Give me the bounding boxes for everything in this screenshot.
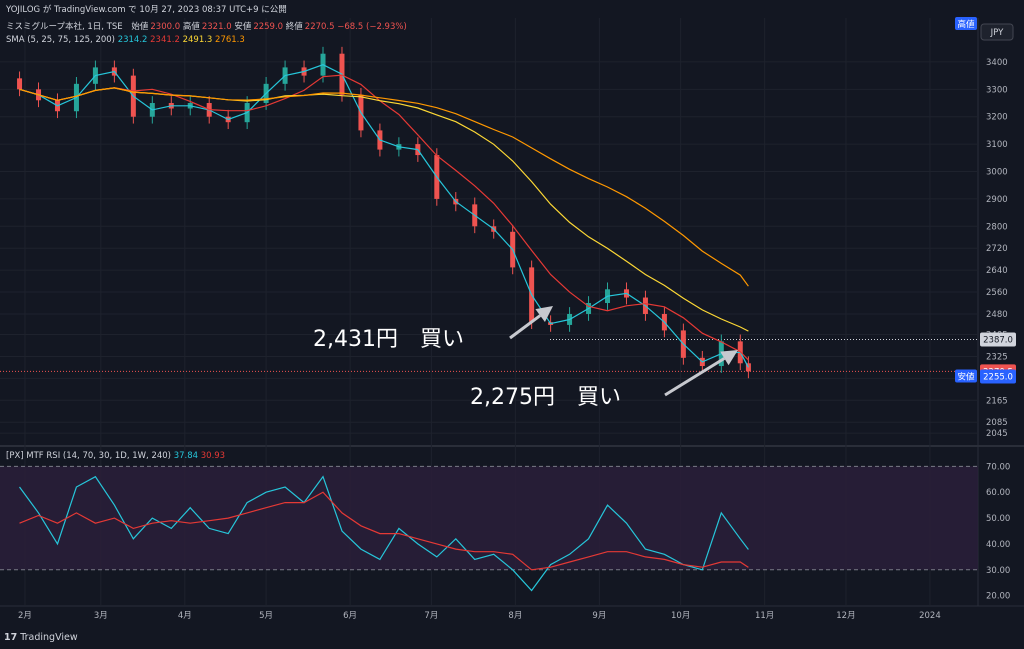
time-tick-label: 2月 bbox=[18, 611, 32, 621]
time-tick-label: 12月 bbox=[836, 611, 855, 621]
close-label: 終値 bbox=[285, 22, 303, 32]
rsi-legend: [PX] MTF RSI (14, 70, 30, 1D, 1W, 240) 3… bbox=[6, 451, 225, 461]
change-value: −68.5 (−2.93%) bbox=[337, 22, 407, 32]
sma-legend: SMA (5, 25, 75, 125, 200) 2314.2 2341.2 … bbox=[6, 35, 245, 45]
series-lines bbox=[19, 64, 749, 592]
price-tick-label: 2720 bbox=[986, 244, 1008, 254]
time-tick-label: 6月 bbox=[343, 611, 357, 621]
price-tick-label: 2800 bbox=[986, 222, 1008, 232]
candle-body bbox=[745, 363, 751, 372]
symbol-line: ミスミグループ本社, 1日, TSE 始値 2300.0 高値 2321.0 安値 2… bbox=[6, 20, 407, 32]
time-tick-label: 8月 bbox=[508, 611, 522, 621]
label-text: 安値 bbox=[957, 371, 975, 382]
sma25-value: 2341.2 bbox=[150, 35, 180, 45]
annotation-1: 2,431円 買い bbox=[313, 327, 464, 352]
time-tick-label: 7月 bbox=[424, 611, 438, 621]
rsi-tick-label: 50.00 bbox=[986, 514, 1010, 524]
rsi-band bbox=[0, 465, 978, 571]
sma5-line bbox=[19, 64, 749, 368]
rsi-slow-value: 30.93 bbox=[200, 451, 226, 461]
price-tick-label: 3200 bbox=[986, 113, 1008, 123]
label-bg bbox=[955, 17, 977, 30]
price-tick-label: 2640 bbox=[986, 266, 1008, 276]
sma5-value: 2314.2 bbox=[117, 35, 148, 45]
low-value: 2259.0 bbox=[253, 22, 284, 32]
arrow-2 bbox=[664, 350, 738, 397]
price-tick-label: 2045 bbox=[986, 429, 1008, 439]
price-tick-label: 2480 bbox=[986, 310, 1008, 320]
price-tick-label: 2560 bbox=[986, 288, 1008, 298]
price-tick-label: 3000 bbox=[986, 168, 1008, 178]
annotation-2: 2,275円 買い bbox=[470, 385, 621, 410]
rsi-tick-label: 30.00 bbox=[986, 566, 1010, 576]
brand-footer: 17 TradingView bbox=[4, 632, 78, 643]
arrow-1 bbox=[509, 306, 553, 340]
time-tick-label: 9月 bbox=[592, 611, 606, 621]
high-tag: 高値 bbox=[955, 17, 977, 30]
rsi-fast-line bbox=[19, 475, 749, 592]
brand-name: TradingView bbox=[20, 632, 78, 643]
time-tick-label: 5月 bbox=[259, 611, 273, 621]
publish-line: YOJILOG が TradingView.com で 10月 27, 2023… bbox=[6, 5, 287, 15]
currency-bg bbox=[980, 23, 1014, 41]
time-tick-label: 3月 bbox=[94, 611, 108, 621]
price-tick-label: 2085 bbox=[986, 418, 1008, 428]
candle-body bbox=[17, 78, 23, 90]
arrow-head bbox=[535, 306, 553, 322]
label-bg bbox=[955, 369, 977, 383]
badge-text: 2255.0 bbox=[983, 372, 1013, 382]
price-tick-label: 3300 bbox=[986, 85, 1008, 95]
label-text: 高値 bbox=[957, 19, 975, 30]
arrow-head bbox=[720, 350, 738, 366]
rsi-band-fill bbox=[0, 466, 978, 570]
rsi-tick-label: 40.00 bbox=[986, 540, 1010, 550]
time-tick-label: 4月 bbox=[178, 611, 192, 621]
sma125-value: 2761.3 bbox=[215, 35, 245, 45]
rsi-fast-value: 37.84 bbox=[173, 451, 199, 461]
time-tick-label: 11月 bbox=[755, 611, 774, 621]
badge-text: 2387.0 bbox=[983, 335, 1013, 345]
time-tick-label: 10月 bbox=[671, 611, 690, 621]
open-label: 始値 bbox=[131, 22, 149, 32]
price-tick-label: 2900 bbox=[986, 195, 1008, 205]
annotation-arrows bbox=[509, 306, 738, 397]
rsi-tick-label: 20.00 bbox=[986, 592, 1010, 602]
badge-bg bbox=[980, 369, 1016, 384]
rsi-slow-line bbox=[19, 491, 749, 571]
price-tick-label: 3100 bbox=[986, 140, 1008, 150]
currency-badge: JPY bbox=[980, 23, 1014, 41]
sma125-line bbox=[19, 87, 749, 287]
symbol-name: ミスミグループ本社, 1日, TSE bbox=[6, 22, 123, 32]
currency-text: JPY bbox=[990, 28, 1004, 38]
badge-bg bbox=[980, 332, 1016, 347]
open-value: 2300.0 bbox=[150, 22, 181, 32]
sma-label: SMA (5, 25, 75, 125, 200) bbox=[6, 35, 115, 45]
rsi-tick-label: 60.00 bbox=[986, 488, 1010, 498]
rsi-tick-label: 70.00 bbox=[986, 462, 1010, 472]
marker-price-badge: 2387.0 bbox=[980, 332, 1016, 347]
high-value: 2321.0 bbox=[201, 22, 232, 32]
time-tick-label: 2024 bbox=[919, 611, 941, 621]
high-label: 高値 bbox=[182, 22, 200, 32]
close-value: 2270.5 bbox=[304, 22, 335, 32]
sma75-value: 2491.3 bbox=[182, 35, 213, 45]
low-label: 安値 bbox=[234, 22, 252, 32]
price-tick-label: 3400 bbox=[986, 58, 1008, 68]
arrow-shaft bbox=[509, 314, 542, 340]
sma25-line bbox=[19, 74, 749, 361]
rsi-label: [PX] MTF RSI (14, 70, 30, 1D, 1W, 240) bbox=[6, 451, 171, 461]
sma75-line bbox=[19, 87, 749, 332]
axes: 3400 3300 3200 3100 3000 2900 2800 2720 2640 2560… bbox=[18, 17, 1016, 621]
low-tag: 安値 bbox=[955, 369, 977, 383]
arrow-shaft bbox=[664, 357, 726, 397]
price-tick-label: 2165 bbox=[986, 396, 1008, 406]
price-tick-label: 2325 bbox=[986, 352, 1008, 362]
tradingview-logo-icon: 17 bbox=[4, 632, 18, 643]
low-price-badge: 2255.0 bbox=[980, 369, 1016, 384]
